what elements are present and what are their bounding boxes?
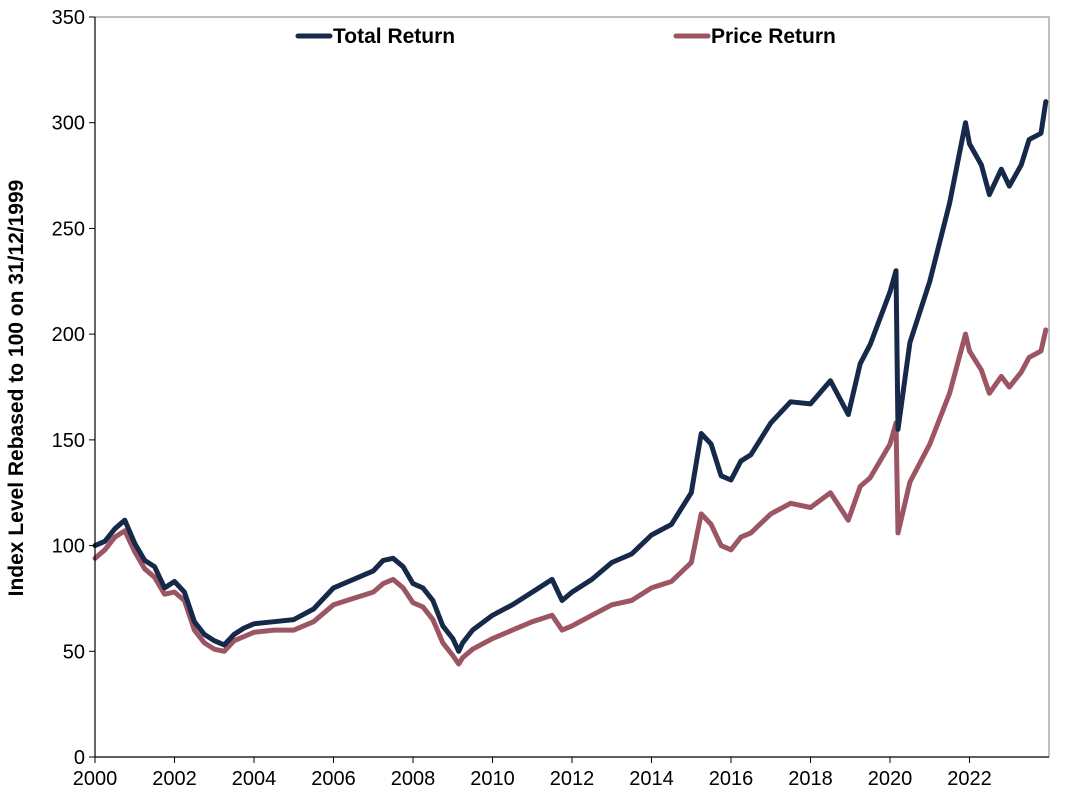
x-tick-label: 2018 [788,768,833,790]
total-return-legend-label: Total Return [333,25,455,48]
x-tick-label: 2022 [947,768,992,790]
legend: Total Return Price Return [295,25,836,48]
axes-layer: 0 50 100 150 200 250 300 350 2000 2002 2004 2006 200… [52,7,1050,790]
y-axis-label: Index Level Rebased to 100 on 31/12/1999 [5,180,28,597]
y-tick-label: 200 [52,324,85,346]
y-tick-label: 0 [74,747,85,769]
x-tick-label: 2008 [391,768,436,790]
x-tick-label: 2000 [73,768,118,790]
y-tick-label: 350 [52,7,85,29]
y-tick-label: 300 [52,113,85,135]
price-return-legend-label: Price Return [711,25,836,48]
total-return-series-line [92,99,1049,654]
x-tick-label: 2004 [232,768,277,790]
x-tick-label: 2014 [629,768,674,790]
y-tick-label: 150 [52,430,85,452]
series-layer [92,99,1049,667]
y-tick-label: 100 [52,536,85,558]
x-tick-label: 2010 [470,768,515,790]
price-return-series-line [92,327,1049,667]
x-tick-label: 2016 [709,768,754,790]
x-tick-label: 2012 [550,768,595,790]
y-tick-label: 250 [52,218,85,240]
x-tick-label: 2002 [152,768,197,790]
x-tick-label: 2006 [311,768,356,790]
x-tick-label: 2020 [868,768,913,790]
y-tick-label: 50 [63,641,85,663]
